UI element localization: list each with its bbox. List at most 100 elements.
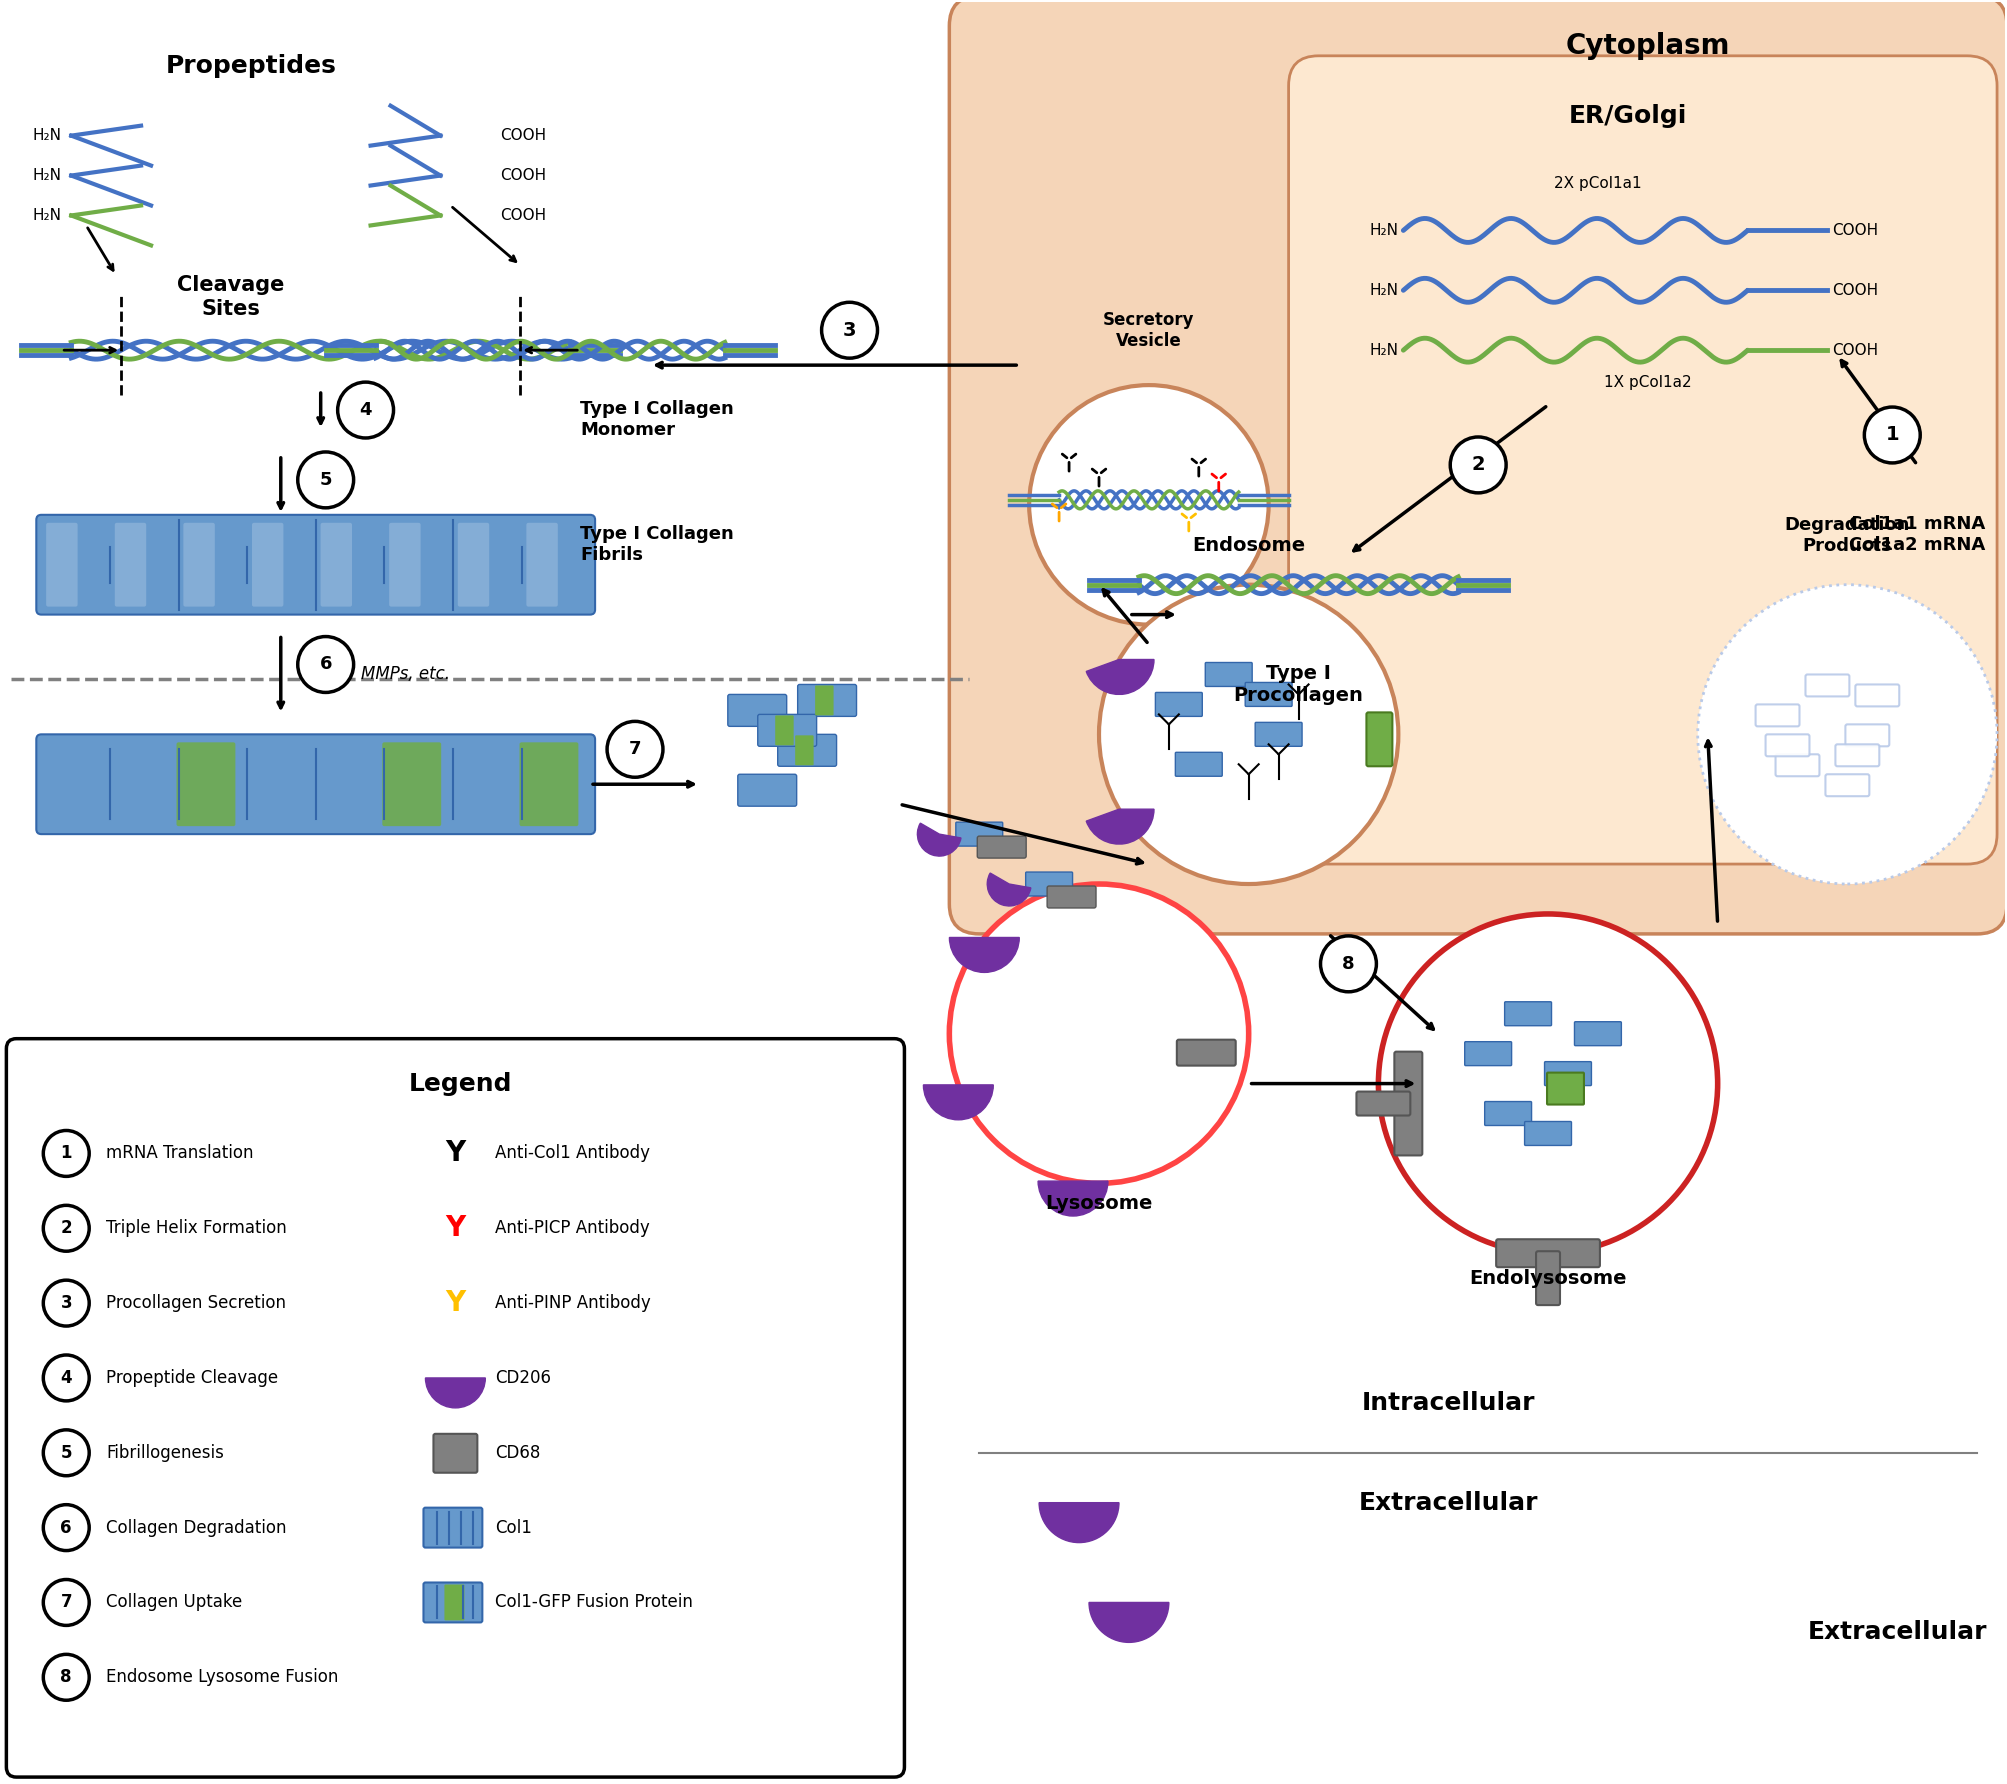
Text: Secretory
Vesicle: Secretory Vesicle [1102, 312, 1194, 350]
Text: 1: 1 [1885, 426, 1899, 444]
Wedge shape [1088, 1602, 1168, 1643]
Text: Extracellular: Extracellular [1806, 1620, 1987, 1645]
FancyBboxPatch shape [1573, 1022, 1620, 1045]
FancyBboxPatch shape [1764, 735, 1808, 756]
Text: Y: Y [446, 1140, 466, 1167]
Text: mRNA Translation: mRNA Translation [106, 1144, 253, 1163]
Text: 4: 4 [60, 1368, 72, 1386]
Text: 8: 8 [60, 1668, 72, 1686]
Circle shape [337, 382, 393, 439]
Text: H₂N: H₂N [1369, 343, 1397, 357]
Text: Propeptide Cleavage: Propeptide Cleavage [106, 1368, 279, 1386]
Wedge shape [917, 822, 961, 856]
Text: Y: Y [446, 1290, 466, 1317]
FancyBboxPatch shape [1483, 1101, 1531, 1126]
Text: COOH: COOH [500, 168, 546, 184]
Wedge shape [425, 1377, 486, 1408]
Wedge shape [1086, 810, 1154, 844]
Text: 1X pCol1a2: 1X pCol1a2 [1604, 375, 1690, 391]
FancyBboxPatch shape [423, 1507, 482, 1547]
Circle shape [949, 885, 1248, 1183]
Text: COOH: COOH [500, 209, 546, 223]
FancyBboxPatch shape [389, 523, 419, 607]
Text: CD68: CD68 [496, 1443, 540, 1461]
Text: Collagen Degradation: Collagen Degradation [106, 1518, 287, 1536]
Text: Triple Helix Formation: Triple Helix Formation [106, 1218, 287, 1238]
FancyBboxPatch shape [1154, 692, 1202, 717]
Text: Col1: Col1 [496, 1518, 532, 1536]
Text: 6: 6 [60, 1518, 72, 1536]
FancyBboxPatch shape [381, 742, 442, 826]
Wedge shape [949, 937, 1020, 972]
Circle shape [44, 1131, 88, 1176]
Circle shape [297, 451, 353, 508]
Wedge shape [987, 872, 1030, 906]
FancyBboxPatch shape [520, 742, 578, 826]
Circle shape [1449, 437, 1505, 492]
FancyBboxPatch shape [36, 516, 594, 615]
Circle shape [44, 1356, 88, 1400]
Text: Propeptides: Propeptides [165, 54, 335, 78]
FancyBboxPatch shape [1046, 887, 1096, 908]
Circle shape [44, 1206, 88, 1251]
Text: 2: 2 [1471, 455, 1485, 475]
Text: 2: 2 [60, 1218, 72, 1238]
Circle shape [44, 1504, 88, 1550]
FancyBboxPatch shape [797, 685, 857, 717]
FancyBboxPatch shape [1545, 1072, 1584, 1104]
Circle shape [1321, 937, 1375, 992]
Text: COOH: COOH [1832, 284, 1879, 298]
Text: Fibrillogenesis: Fibrillogenesis [106, 1443, 225, 1461]
FancyBboxPatch shape [1463, 1042, 1511, 1065]
Circle shape [44, 1654, 88, 1700]
FancyBboxPatch shape [775, 715, 793, 746]
Circle shape [1377, 913, 1716, 1252]
Circle shape [1098, 585, 1397, 885]
FancyBboxPatch shape [183, 523, 215, 607]
Text: Collagen Uptake: Collagen Uptake [106, 1593, 243, 1611]
FancyBboxPatch shape [1026, 872, 1072, 896]
FancyBboxPatch shape [955, 822, 1001, 846]
Text: Cytoplasm: Cytoplasm [1565, 32, 1730, 61]
FancyBboxPatch shape [1254, 723, 1301, 746]
FancyBboxPatch shape [1834, 744, 1879, 767]
Circle shape [1030, 385, 1268, 624]
Wedge shape [1086, 660, 1154, 694]
Text: Intracellular: Intracellular [1361, 1392, 1533, 1415]
Text: Procollagen Secretion: Procollagen Secretion [106, 1293, 287, 1311]
Text: Degradation
Products: Degradation Products [1784, 516, 1909, 555]
Text: 4: 4 [359, 401, 371, 419]
FancyBboxPatch shape [444, 1584, 464, 1620]
FancyBboxPatch shape [114, 523, 147, 607]
FancyBboxPatch shape [1365, 712, 1391, 767]
Text: Anti-PINP Antibody: Anti-PINP Antibody [496, 1293, 650, 1311]
Text: Col1a1 mRNA
Col1a2 mRNA: Col1a1 mRNA Col1a2 mRNA [1848, 516, 1985, 555]
Wedge shape [1038, 1502, 1118, 1543]
FancyBboxPatch shape [1844, 724, 1889, 746]
Circle shape [297, 637, 353, 692]
FancyBboxPatch shape [1503, 1003, 1551, 1026]
FancyBboxPatch shape [458, 523, 490, 607]
FancyBboxPatch shape [251, 523, 283, 607]
Circle shape [44, 1579, 88, 1625]
FancyBboxPatch shape [1174, 753, 1222, 776]
Text: 8: 8 [1341, 954, 1355, 972]
Text: COOH: COOH [500, 128, 546, 143]
Text: Endosome: Endosome [1192, 535, 1305, 555]
FancyBboxPatch shape [1754, 705, 1798, 726]
FancyBboxPatch shape [1357, 1092, 1409, 1115]
FancyBboxPatch shape [1804, 674, 1848, 696]
Text: 3: 3 [60, 1293, 72, 1311]
Text: 5: 5 [319, 471, 331, 489]
Text: Type I
Procollagen: Type I Procollagen [1232, 664, 1363, 705]
Text: Type I Collagen
Monomer: Type I Collagen Monomer [580, 400, 733, 439]
Text: Extracellular: Extracellular [1359, 1491, 1537, 1515]
FancyBboxPatch shape [1244, 683, 1291, 706]
FancyBboxPatch shape [777, 735, 837, 767]
Text: 3: 3 [843, 321, 855, 339]
FancyBboxPatch shape [815, 685, 833, 715]
FancyBboxPatch shape [177, 742, 235, 826]
Text: Endolysosome: Endolysosome [1469, 1268, 1626, 1288]
FancyBboxPatch shape [434, 1434, 478, 1474]
FancyBboxPatch shape [1176, 1040, 1234, 1065]
